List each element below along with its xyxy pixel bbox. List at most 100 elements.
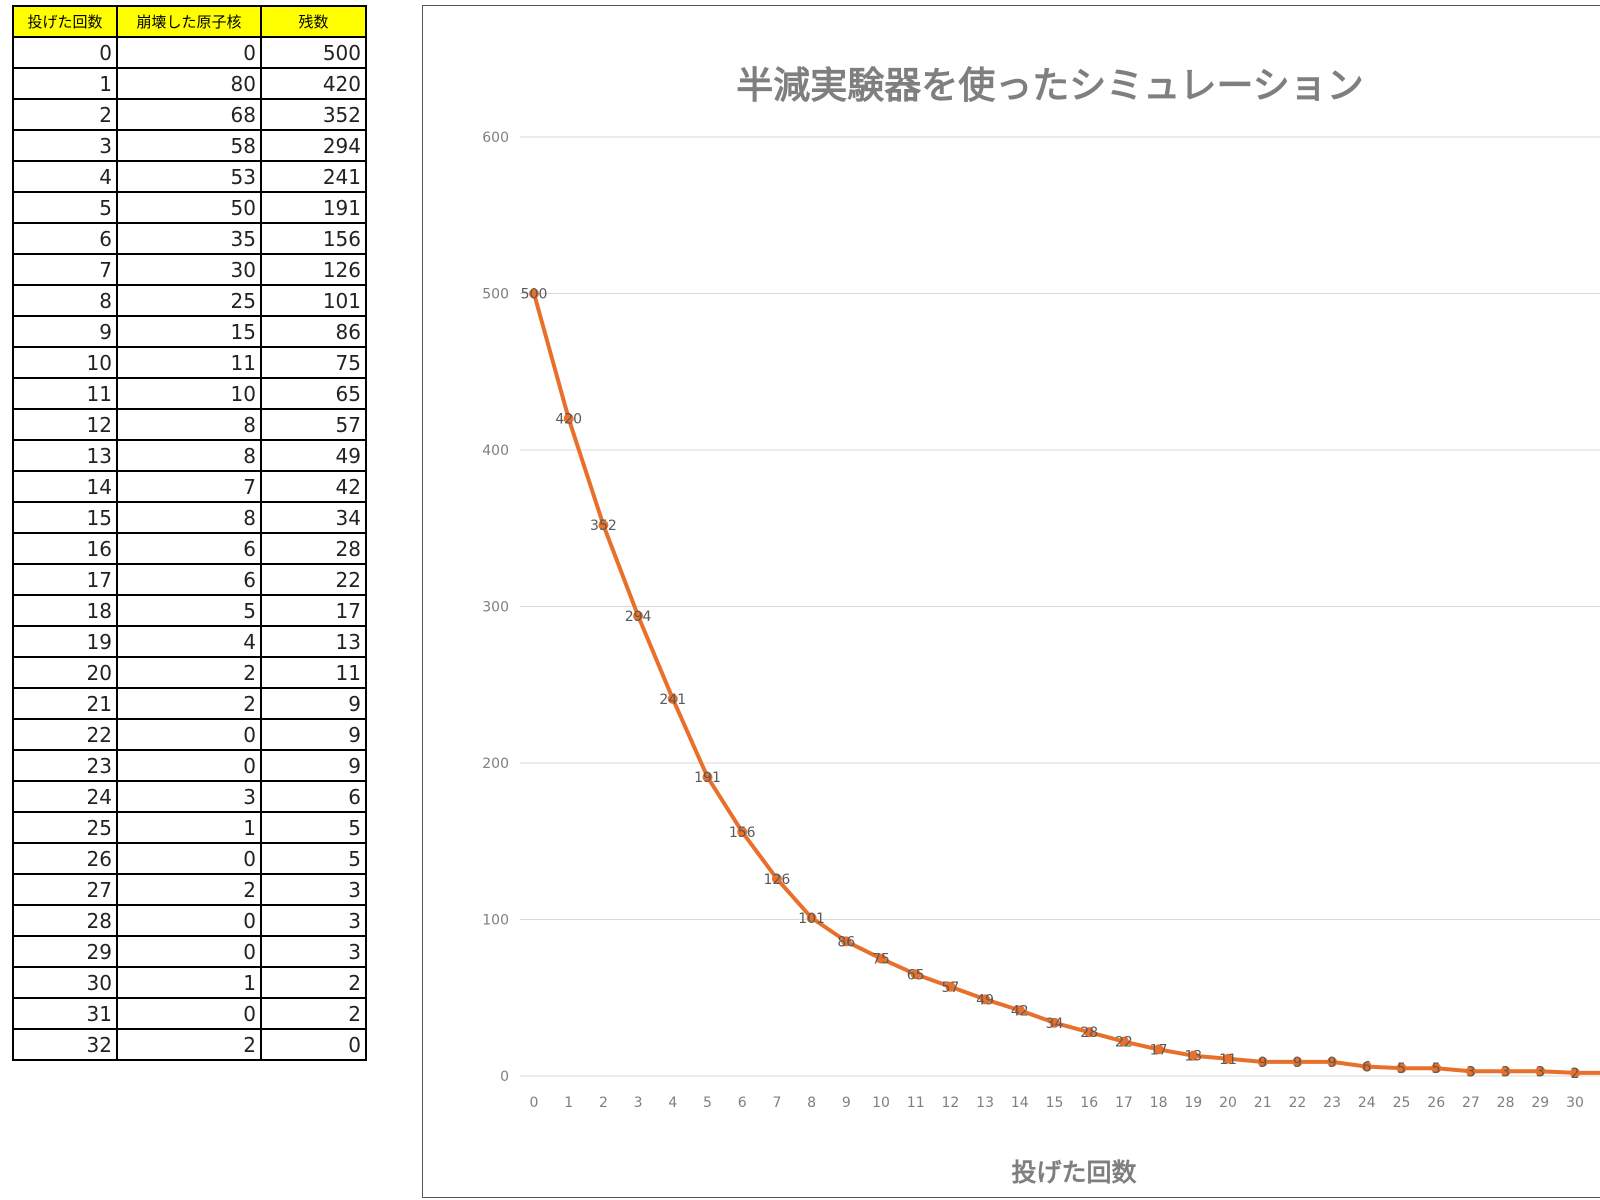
cell-throws[interactable]: 18 [12, 594, 118, 627]
cell-decayed[interactable]: 15 [116, 315, 262, 348]
cell-remaining[interactable]: 49 [260, 439, 367, 472]
cell-throws[interactable]: 21 [12, 687, 118, 720]
cell-decayed[interactable]: 3 [116, 780, 262, 813]
cell-throws[interactable]: 22 [12, 718, 118, 751]
cell-decayed[interactable]: 8 [116, 408, 262, 441]
cell-remaining[interactable]: 420 [260, 67, 367, 100]
cell-remaining[interactable]: 9 [260, 718, 367, 751]
cell-remaining[interactable]: 500 [260, 36, 367, 69]
cell-decayed[interactable]: 7 [116, 470, 262, 503]
cell-remaining[interactable]: 9 [260, 687, 367, 720]
cell-remaining[interactable]: 13 [260, 625, 367, 658]
cell-remaining[interactable]: 3 [260, 904, 367, 937]
cell-remaining[interactable]: 57 [260, 408, 367, 441]
cell-remaining[interactable]: 2 [260, 997, 367, 1030]
cell-throws[interactable]: 14 [12, 470, 118, 503]
cell-decayed[interactable]: 0 [116, 749, 262, 782]
cell-throws[interactable]: 24 [12, 780, 118, 813]
cell-throws[interactable]: 0 [12, 36, 118, 69]
cell-throws[interactable]: 27 [12, 873, 118, 906]
cell-throws[interactable]: 20 [12, 656, 118, 689]
cell-remaining[interactable]: 191 [260, 191, 367, 224]
header-decayed[interactable]: 崩壊した原子核 [116, 5, 262, 38]
cell-throws[interactable]: 5 [12, 191, 118, 224]
cell-throws[interactable]: 6 [12, 222, 118, 255]
cell-decayed[interactable]: 1 [116, 966, 262, 999]
cell-throws[interactable]: 10 [12, 346, 118, 379]
cell-remaining[interactable]: 126 [260, 253, 367, 286]
cell-decayed[interactable]: 68 [116, 98, 262, 131]
cell-throws[interactable]: 11 [12, 377, 118, 410]
cell-decayed[interactable]: 53 [116, 160, 262, 193]
cell-decayed[interactable]: 10 [116, 377, 262, 410]
cell-decayed[interactable]: 0 [116, 36, 262, 69]
cell-throws[interactable]: 31 [12, 997, 118, 1030]
cell-decayed[interactable]: 58 [116, 129, 262, 162]
cell-remaining[interactable]: 22 [260, 563, 367, 596]
cell-throws[interactable]: 26 [12, 842, 118, 875]
cell-decayed[interactable]: 2 [116, 873, 262, 906]
cell-remaining[interactable]: 11 [260, 656, 367, 689]
cell-remaining[interactable]: 3 [260, 873, 367, 906]
cell-remaining[interactable]: 5 [260, 811, 367, 844]
cell-throws[interactable]: 8 [12, 284, 118, 317]
cell-throws[interactable]: 29 [12, 935, 118, 968]
cell-throws[interactable]: 13 [12, 439, 118, 472]
cell-remaining[interactable]: 5 [260, 842, 367, 875]
cell-remaining[interactable]: 42 [260, 470, 367, 503]
cell-decayed[interactable]: 0 [116, 904, 262, 937]
cell-remaining[interactable]: 352 [260, 98, 367, 131]
cell-decayed[interactable]: 8 [116, 439, 262, 472]
cell-remaining[interactable]: 75 [260, 346, 367, 379]
cell-remaining[interactable]: 6 [260, 780, 367, 813]
cell-throws[interactable]: 7 [12, 253, 118, 286]
cell-decayed[interactable]: 35 [116, 222, 262, 255]
cell-throws[interactable]: 4 [12, 160, 118, 193]
cell-throws[interactable]: 30 [12, 966, 118, 999]
cell-throws[interactable]: 15 [12, 501, 118, 534]
cell-decayed[interactable]: 4 [116, 625, 262, 658]
cell-throws[interactable]: 12 [12, 408, 118, 441]
cell-remaining[interactable]: 156 [260, 222, 367, 255]
cell-decayed[interactable]: 1 [116, 811, 262, 844]
cell-decayed[interactable]: 25 [116, 284, 262, 317]
cell-throws[interactable]: 17 [12, 563, 118, 596]
cell-remaining[interactable]: 17 [260, 594, 367, 627]
cell-throws[interactable]: 28 [12, 904, 118, 937]
cell-throws[interactable]: 32 [12, 1028, 118, 1061]
cell-remaining[interactable]: 0 [260, 1028, 367, 1061]
header-remaining[interactable]: 残数 [260, 5, 367, 38]
cell-decayed[interactable]: 5 [116, 594, 262, 627]
header-throws[interactable]: 投げた回数 [12, 5, 118, 38]
cell-remaining[interactable]: 241 [260, 160, 367, 193]
cell-throws[interactable]: 16 [12, 532, 118, 565]
cell-decayed[interactable]: 0 [116, 842, 262, 875]
cell-remaining[interactable]: 34 [260, 501, 367, 534]
cell-remaining[interactable]: 101 [260, 284, 367, 317]
cell-decayed[interactable]: 8 [116, 501, 262, 534]
cell-decayed[interactable]: 6 [116, 532, 262, 565]
cell-throws[interactable]: 23 [12, 749, 118, 782]
cell-decayed[interactable]: 80 [116, 67, 262, 100]
cell-remaining[interactable]: 2 [260, 966, 367, 999]
cell-throws[interactable]: 25 [12, 811, 118, 844]
cell-decayed[interactable]: 0 [116, 718, 262, 751]
cell-decayed[interactable]: 2 [116, 687, 262, 720]
cell-remaining[interactable]: 9 [260, 749, 367, 782]
cell-remaining[interactable]: 65 [260, 377, 367, 410]
cell-decayed[interactable]: 2 [116, 1028, 262, 1061]
cell-remaining[interactable]: 294 [260, 129, 367, 162]
cell-decayed[interactable]: 30 [116, 253, 262, 286]
cell-decayed[interactable]: 2 [116, 656, 262, 689]
cell-decayed[interactable]: 0 [116, 935, 262, 968]
cell-throws[interactable]: 1 [12, 67, 118, 100]
cell-decayed[interactable]: 50 [116, 191, 262, 224]
chart-frame[interactable]: 半減実験器を使ったシミュレーション 0 100 200 300 400 500 600 0 1… [422, 5, 1600, 1198]
cell-remaining[interactable]: 86 [260, 315, 367, 348]
cell-throws[interactable]: 2 [12, 98, 118, 131]
cell-decayed[interactable]: 0 [116, 997, 262, 1030]
cell-throws[interactable]: 19 [12, 625, 118, 658]
cell-decayed[interactable]: 11 [116, 346, 262, 379]
cell-throws[interactable]: 3 [12, 129, 118, 162]
cell-remaining[interactable]: 28 [260, 532, 367, 565]
